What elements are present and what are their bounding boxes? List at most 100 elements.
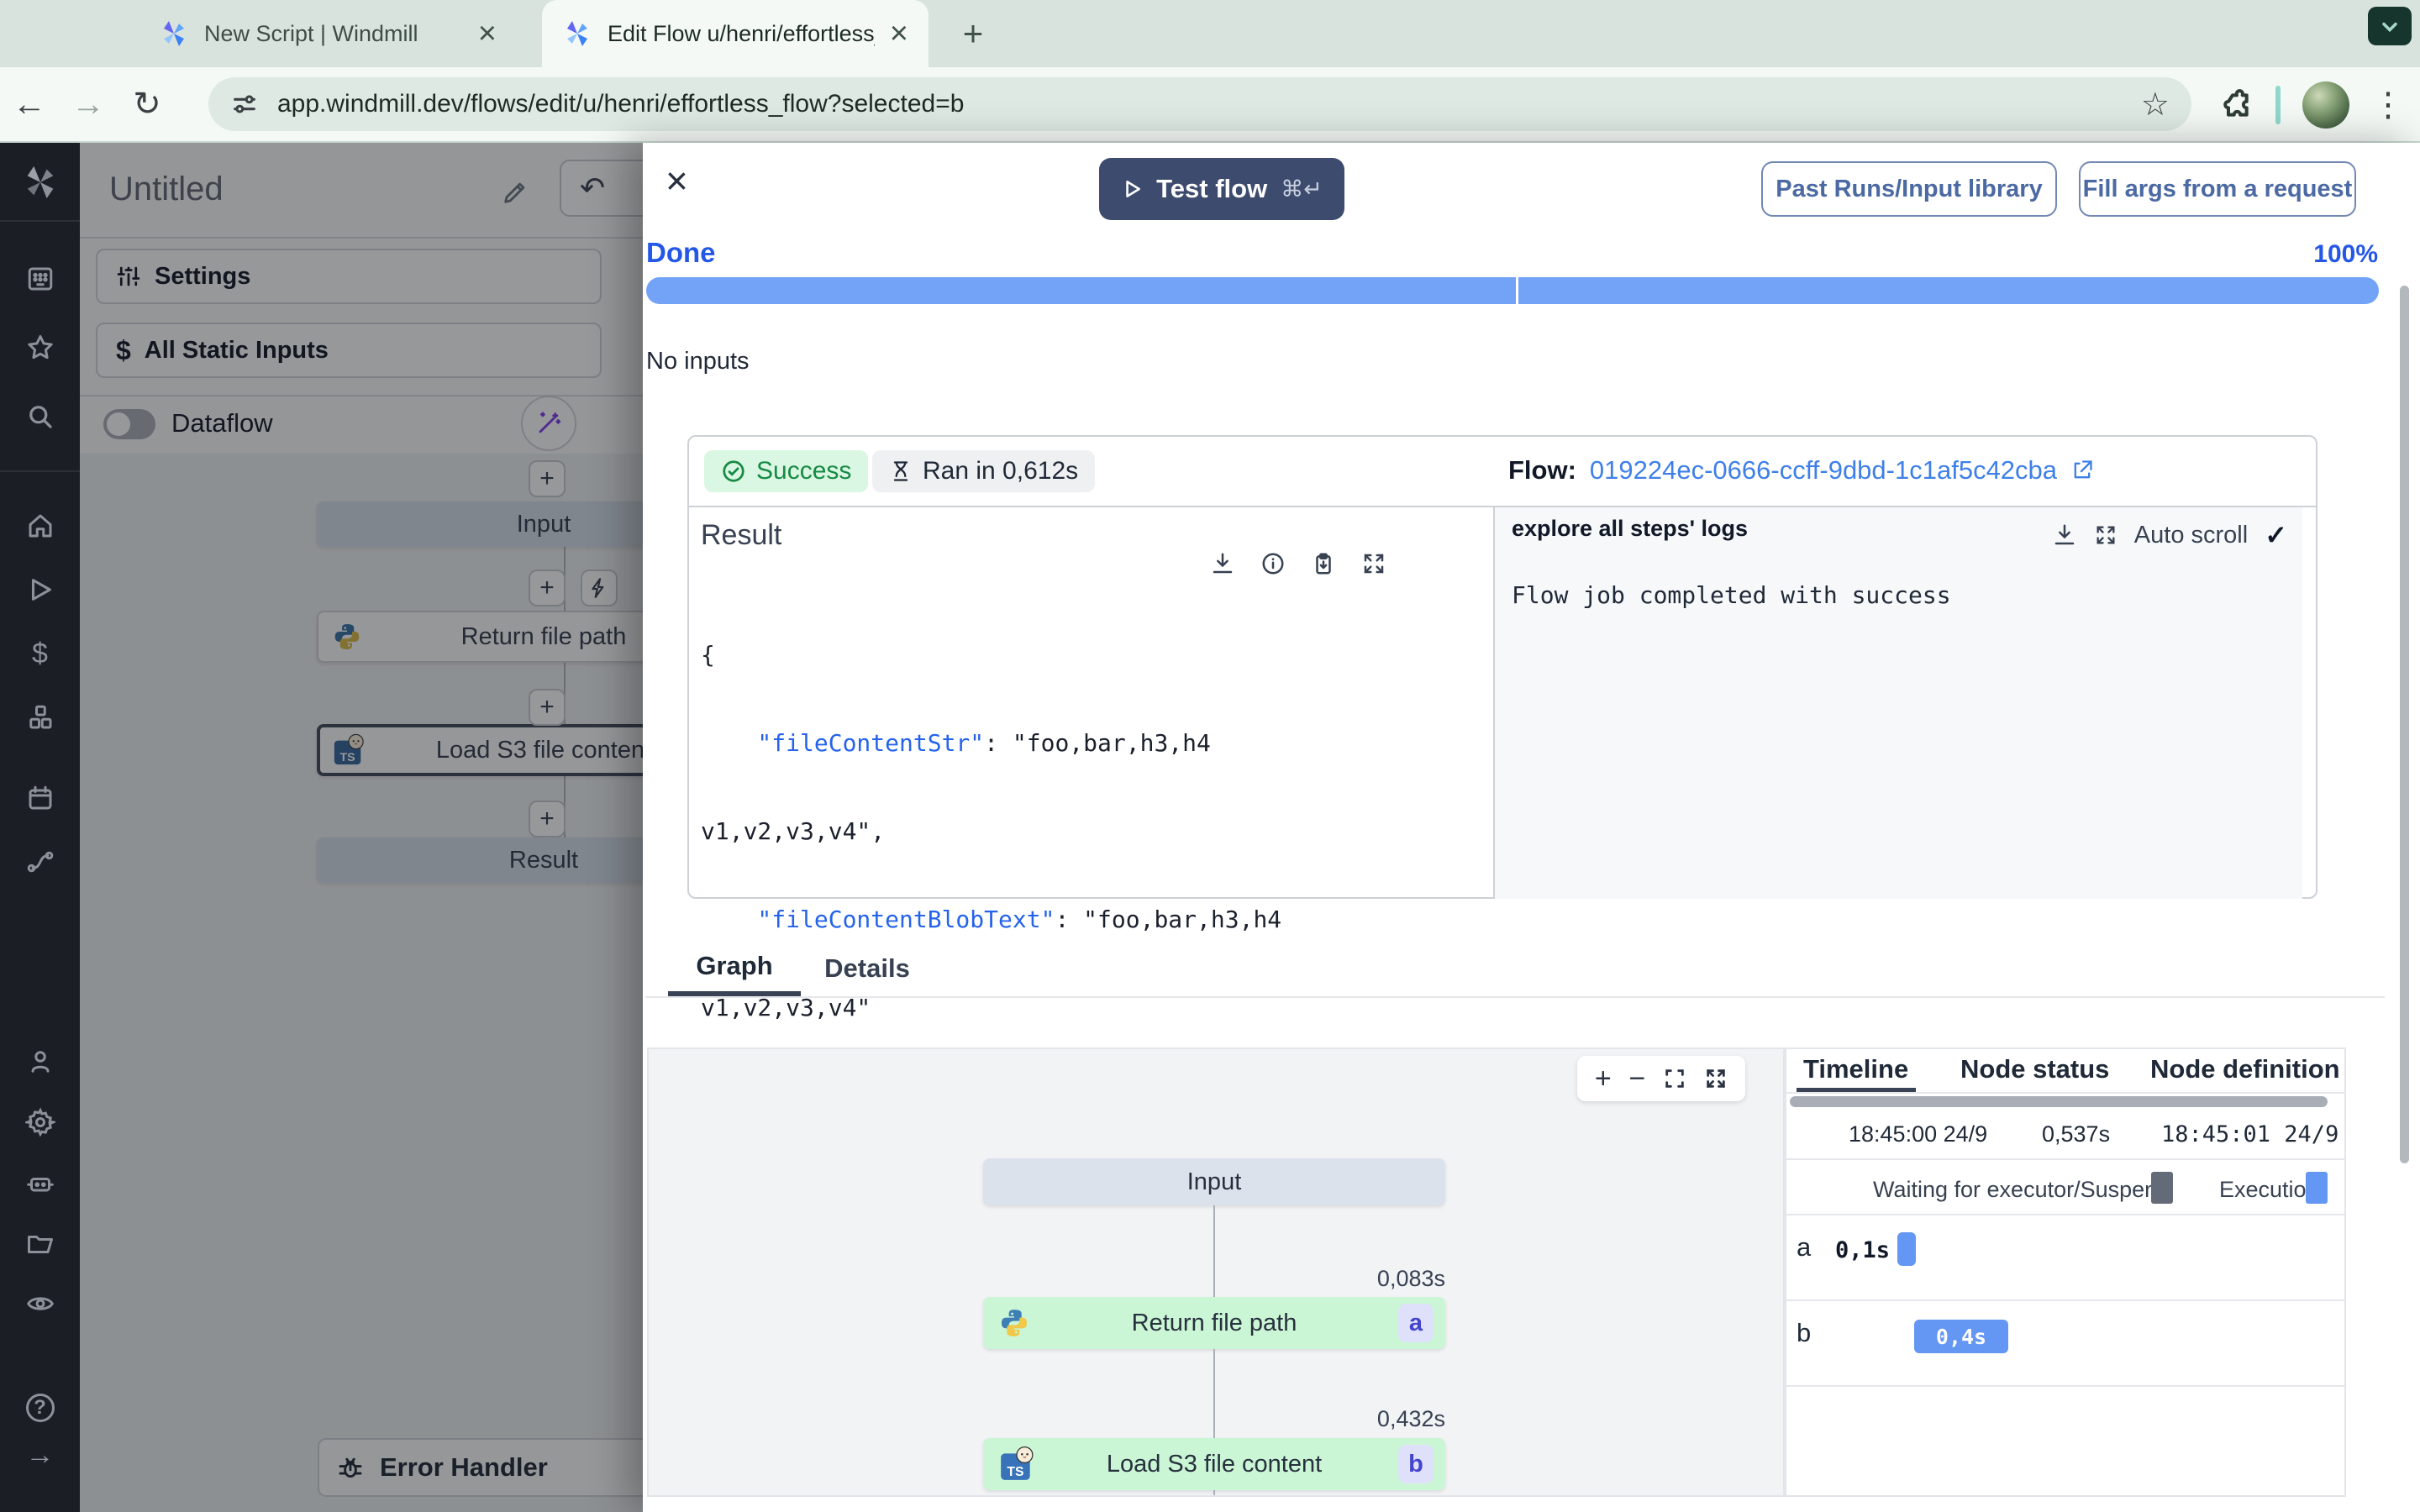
add-step-button[interactable]: + [529,570,566,606]
modal-dim-overlay[interactable] [80,143,643,1512]
tab-search-chip[interactable] [2368,7,2412,45]
close-tab-icon[interactable]: × [889,16,908,51]
hourglass-icon [893,461,908,481]
add-step-button[interactable]: + [529,801,566,837]
flow-id-link[interactable]: 019224ec-0666-ccff-9dbd-1c1af5c42cba [1589,455,2058,485]
site-settings-icon[interactable] [230,90,259,118]
run-result-card: Success Ran in 0,612s Flow: 019224ec-066… [687,435,2317,1110]
new-tab-button[interactable]: + [962,13,984,53]
chevron-down-icon [2382,22,2397,33]
add-step-button[interactable]: + [529,460,566,497]
dataflow-toggle[interactable] [103,409,155,439]
row-divider [1786,1214,2344,1215]
play-icon [1126,181,1141,197]
graph-node-b[interactable]: TS Load S3 file content b [983,1438,1445,1490]
row-duration: 0,1s [1835,1237,1891,1263]
row-divider [1786,1299,2344,1301]
browser-tab-edit-flow[interactable]: Edit Flow u/henri/effortless_fl × [542,0,929,67]
fit-view-button[interactable] [1663,1067,1686,1090]
drawer-scrollbar[interactable] [2400,286,2409,1163]
add-trigger-button[interactable] [581,570,618,606]
tab-node-definition[interactable]: Node definition [2150,1054,2340,1084]
close-drawer-button[interactable]: × [666,159,688,202]
forward-button[interactable]: → [71,85,105,123]
test-flow-button[interactable]: Test flow ⌘↵ [1099,158,1344,220]
extensions-icon[interactable] [2220,88,2254,122]
tab-details[interactable]: Details [824,953,910,983]
browser-menu-icon[interactable]: ⋮ [2371,87,2405,123]
expand-logs-icon[interactable] [2094,523,2118,547]
sidebar-item-workers[interactable] [0,1163,80,1203]
sidebar-item-runs[interactable] [0,570,80,610]
sidebar-item-users[interactable] [0,1042,80,1082]
sidebar-item-audit-logs[interactable] [0,1284,80,1324]
add-step-button[interactable]: + [529,689,566,726]
legend-waiting-swatch [2151,1172,2173,1204]
graph-node-a[interactable]: Return file path a [983,1297,1445,1349]
sidebar-item-variables[interactable]: $ [32,637,48,669]
auto-scroll-label: Auto scroll [2133,521,2249,549]
log-line: Flow job completed with success [1512,581,1951,609]
progress-percent: 100% [2313,240,2378,268]
drawer-tabs: Graph Details [645,941,2385,998]
total-duration: 0,537s [2042,1121,2111,1147]
expand-result-icon[interactable] [1361,551,1386,576]
address-bar[interactable]: app.windmill.dev/flows/edit/u/henri/effo… [208,77,2191,131]
sidebar-item-settings[interactable] [0,1102,80,1142]
zoom-in-button[interactable]: + [1594,1062,1612,1095]
fill-args-button[interactable]: Fill args from a request [2079,161,2356,217]
sidebar-item-schedules[interactable] [0,778,80,818]
sidebar-item-favorites[interactable] [0,328,80,368]
auto-scroll-checkbox[interactable]: ✓ [2265,520,2287,550]
back-button[interactable]: ← [13,85,46,123]
past-runs-button[interactable]: Past Runs/Input library [1761,161,2057,217]
svg-text:TS: TS [339,751,355,764]
download-result-icon[interactable] [1210,551,1235,576]
edit-title-icon[interactable] [501,178,529,207]
sidebar-item-workflows[interactable] [0,842,80,882]
tab-timeline[interactable]: Timeline [1803,1054,1909,1084]
svg-text:TS: TS [1007,1465,1023,1479]
ai-wand-button[interactable] [521,396,576,451]
row-divider [1786,1158,2344,1160]
flow-settings-button[interactable]: Settings [96,249,602,304]
tab-node-status[interactable]: Node status [1960,1054,2110,1084]
bookmark-star-icon[interactable]: ☆ [2140,87,2170,123]
browser-tab-new-script[interactable]: New Script | Windmill × [139,0,517,67]
download-logs-icon[interactable] [2052,522,2077,548]
divider [80,237,643,239]
windmill-favicon [164,21,184,46]
execution-bar-a [1897,1232,1916,1266]
collapse-sidebar-icon[interactable]: → [25,1438,55,1471]
sidebar-item-folders[interactable] [0,1223,80,1263]
copy-result-icon[interactable] [1311,551,1336,576]
profile-avatar[interactable] [2302,81,2349,129]
external-link-icon[interactable] [2070,459,2094,482]
python-icon [998,1307,1030,1339]
dataflow-label: Dataflow [171,408,273,438]
graph-node-input[interactable]: Input [983,1158,1445,1205]
no-inputs-label: No inputs [646,348,750,375]
sidebar-item-apps[interactable] [0,259,80,299]
sidebar-divider [0,220,80,222]
expand-graph-button[interactable] [1704,1067,1728,1090]
sidebar-item-resources[interactable] [0,697,80,738]
legend-execution-swatch [2306,1172,2328,1204]
sidebar-item-search[interactable] [0,396,80,437]
reload-button[interactable]: ↻ [133,86,161,123]
help-icon[interactable]: ? [0,1388,80,1428]
close-tab-icon[interactable]: × [477,16,497,51]
zoom-out-button[interactable]: − [1628,1062,1646,1095]
static-inputs-button[interactable]: $ All Static Inputs [96,323,602,378]
sidebar-item-home[interactable] [0,506,80,546]
timeline-horizontal-scrollbar[interactable] [1790,1096,2328,1107]
legend-execution-label: Execution [2219,1177,2319,1202]
info-icon[interactable] [1260,551,1286,576]
tab-graph[interactable]: Graph [668,941,801,996]
windmill-logo[interactable] [21,163,60,202]
progress-bar [646,277,2379,304]
bug-icon [339,1457,362,1478]
url-text[interactable]: app.windmill.dev/flows/edit/u/henri/effo… [277,90,965,118]
row-id: b [1797,1318,1812,1347]
